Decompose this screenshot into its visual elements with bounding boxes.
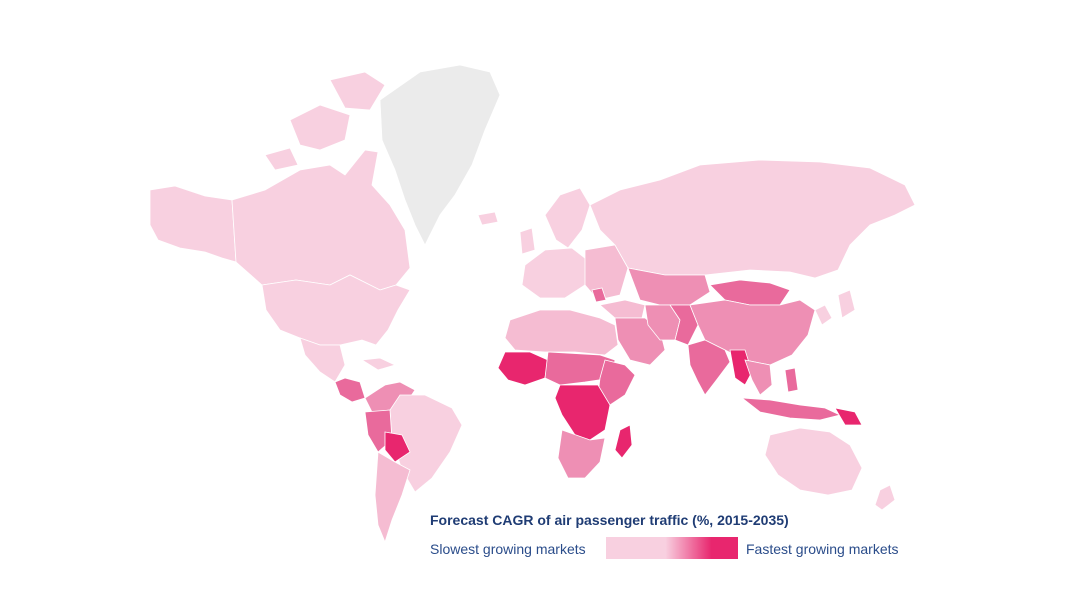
region-papua-new-guinea — [834, 407, 863, 426]
region-new-zealand — [874, 484, 896, 511]
region-india — [687, 339, 731, 396]
region-east-africa — [597, 359, 636, 406]
region-kazakhstan — [627, 267, 711, 306]
region-canada — [231, 149, 411, 291]
region-north-africa — [504, 309, 619, 356]
region-alaska — [149, 185, 237, 263]
region-southern-africa — [557, 429, 606, 479]
region-bolivia — [384, 431, 411, 463]
region-korea-japan — [814, 289, 856, 326]
region-australia — [764, 427, 863, 496]
region-indonesia — [740, 397, 842, 421]
region-canadian-arctic-islands — [264, 71, 386, 171]
region-scandinavia — [544, 187, 591, 249]
region-philippines — [784, 367, 799, 393]
legend-color-gradient — [606, 537, 738, 559]
region-caribbean — [360, 357, 397, 371]
region-greenland — [379, 64, 501, 246]
region-iceland — [477, 211, 499, 226]
legend-max-label: Fastest growing markets — [746, 541, 899, 557]
region-mexico — [299, 337, 346, 383]
region-usa — [261, 274, 411, 346]
region-indochina — [744, 359, 773, 396]
region-western-europe — [521, 247, 591, 299]
region-argentina-chile — [374, 451, 411, 544]
legend-min-label: Slowest growing markets — [430, 541, 586, 557]
region-sahel — [544, 351, 616, 386]
region-west-africa — [497, 351, 549, 386]
region-uk — [519, 227, 536, 255]
region-balkans — [591, 287, 607, 303]
region-central-america — [334, 377, 366, 403]
region-russia — [589, 159, 916, 279]
region-turkey — [599, 299, 646, 319]
region-madagascar — [614, 424, 633, 459]
legend-title: Forecast CAGR of air passenger traffic (… — [430, 512, 789, 528]
region-southeast-asia — [729, 349, 753, 386]
